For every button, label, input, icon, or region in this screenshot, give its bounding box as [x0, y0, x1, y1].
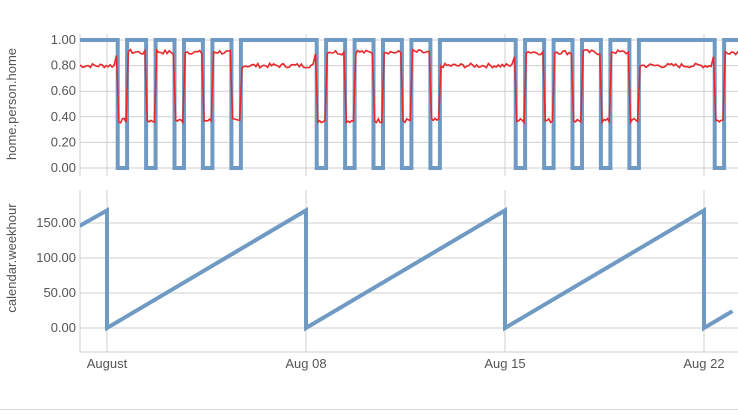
y-tick-label: 50.00 [43, 285, 76, 300]
series-line-1-2 [80, 47, 738, 125]
y-tick-label: 0.20 [51, 134, 76, 149]
x-tick-label: Aug 22 [683, 356, 724, 371]
x-tick-label: Aug 15 [484, 356, 525, 371]
series-line-2-1 [80, 206, 734, 332]
y-tick-label: 0.40 [51, 109, 76, 124]
y-tick-label: 0.00 [51, 160, 76, 175]
y-tick-label: 150.00 [36, 215, 76, 230]
series-line-1-1 [80, 38, 738, 170]
y-axis-title: calendar.weekhour [4, 203, 19, 313]
y-tick-label: 0.00 [51, 320, 76, 335]
y-tick-label: 0.80 [51, 58, 76, 73]
x-tick-label: August [87, 356, 128, 371]
x-tick-label: Aug 08 [285, 356, 326, 371]
y-tick-label: 0.60 [51, 83, 76, 98]
y-axis-title: home.person.home [4, 48, 19, 160]
y-tick-label: 100.00 [36, 250, 76, 265]
y-tick-label: 1.00 [51, 32, 76, 47]
